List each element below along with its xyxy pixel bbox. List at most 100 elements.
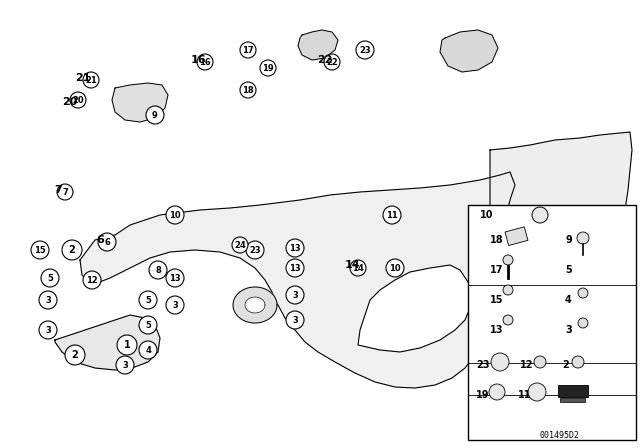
Circle shape bbox=[503, 315, 513, 325]
Text: 20: 20 bbox=[72, 95, 84, 104]
Polygon shape bbox=[55, 315, 160, 370]
Text: 15: 15 bbox=[34, 246, 46, 254]
Text: 12: 12 bbox=[86, 276, 98, 284]
Circle shape bbox=[528, 383, 546, 401]
Text: 13: 13 bbox=[289, 263, 301, 272]
Circle shape bbox=[386, 259, 404, 277]
Text: 3: 3 bbox=[292, 315, 298, 324]
Text: 21: 21 bbox=[76, 73, 91, 83]
Circle shape bbox=[286, 259, 304, 277]
Circle shape bbox=[578, 318, 588, 328]
Circle shape bbox=[534, 356, 546, 368]
Text: 2: 2 bbox=[68, 245, 76, 255]
Circle shape bbox=[383, 206, 401, 224]
Text: 14: 14 bbox=[352, 263, 364, 272]
Circle shape bbox=[240, 82, 256, 98]
Circle shape bbox=[166, 296, 184, 314]
Text: 4: 4 bbox=[145, 345, 151, 354]
Circle shape bbox=[31, 241, 49, 259]
Circle shape bbox=[166, 206, 184, 224]
Circle shape bbox=[57, 184, 73, 200]
Text: 9: 9 bbox=[565, 235, 572, 245]
Circle shape bbox=[489, 384, 505, 400]
Text: 24: 24 bbox=[234, 241, 246, 250]
Circle shape bbox=[577, 232, 589, 244]
Circle shape bbox=[232, 237, 248, 253]
Text: 1: 1 bbox=[124, 340, 131, 350]
Circle shape bbox=[324, 54, 340, 70]
Text: 16: 16 bbox=[190, 55, 206, 65]
Text: 15: 15 bbox=[490, 295, 504, 305]
Text: 6: 6 bbox=[104, 237, 110, 246]
Circle shape bbox=[39, 321, 57, 339]
Polygon shape bbox=[112, 83, 168, 122]
Circle shape bbox=[503, 255, 513, 265]
Circle shape bbox=[139, 291, 157, 309]
Text: 3: 3 bbox=[172, 301, 178, 310]
Circle shape bbox=[572, 356, 584, 368]
Circle shape bbox=[41, 269, 59, 287]
Circle shape bbox=[98, 233, 116, 251]
Text: 14: 14 bbox=[344, 260, 360, 270]
Circle shape bbox=[83, 271, 101, 289]
Text: 11: 11 bbox=[386, 211, 398, 220]
Circle shape bbox=[166, 269, 184, 287]
Circle shape bbox=[578, 288, 588, 298]
Circle shape bbox=[65, 345, 85, 365]
Bar bbox=[505, 227, 528, 246]
Text: 10: 10 bbox=[480, 210, 493, 220]
Text: 22: 22 bbox=[317, 55, 333, 65]
Circle shape bbox=[240, 42, 256, 58]
Circle shape bbox=[139, 341, 157, 359]
Circle shape bbox=[286, 239, 304, 257]
Text: 23: 23 bbox=[249, 246, 261, 254]
Circle shape bbox=[350, 260, 366, 276]
Text: 3: 3 bbox=[292, 290, 298, 300]
Circle shape bbox=[197, 54, 213, 70]
Circle shape bbox=[70, 92, 86, 108]
Circle shape bbox=[246, 241, 264, 259]
Circle shape bbox=[503, 285, 513, 295]
Text: 13: 13 bbox=[289, 244, 301, 253]
Polygon shape bbox=[440, 30, 498, 72]
Bar bbox=[558, 385, 588, 397]
Circle shape bbox=[139, 316, 157, 334]
Circle shape bbox=[117, 335, 137, 355]
Circle shape bbox=[532, 207, 548, 223]
Text: 8: 8 bbox=[155, 266, 161, 275]
Text: 22: 22 bbox=[326, 57, 338, 66]
Circle shape bbox=[286, 286, 304, 304]
Circle shape bbox=[356, 41, 374, 59]
Text: 7: 7 bbox=[62, 188, 68, 197]
Circle shape bbox=[146, 106, 164, 124]
Text: 11: 11 bbox=[518, 390, 531, 400]
Bar bbox=[560, 398, 585, 402]
Circle shape bbox=[83, 72, 99, 88]
Circle shape bbox=[149, 261, 167, 279]
Text: 23: 23 bbox=[359, 46, 371, 55]
Text: 001495D2: 001495D2 bbox=[540, 431, 580, 440]
Text: 5: 5 bbox=[565, 265, 572, 275]
Text: 13: 13 bbox=[490, 325, 504, 335]
Text: 16: 16 bbox=[199, 57, 211, 66]
Polygon shape bbox=[233, 287, 277, 323]
Text: 10: 10 bbox=[389, 263, 401, 272]
Text: 3: 3 bbox=[45, 326, 51, 335]
Text: 3: 3 bbox=[565, 325, 572, 335]
Text: 19: 19 bbox=[262, 64, 274, 73]
Polygon shape bbox=[490, 132, 632, 302]
Text: 17: 17 bbox=[242, 46, 254, 55]
Text: 5: 5 bbox=[145, 320, 151, 329]
Text: 19: 19 bbox=[476, 390, 490, 400]
Text: 2: 2 bbox=[562, 360, 569, 370]
Polygon shape bbox=[245, 297, 265, 313]
Text: 23: 23 bbox=[476, 360, 490, 370]
Text: 5: 5 bbox=[47, 273, 53, 283]
Text: 20: 20 bbox=[62, 97, 77, 107]
Polygon shape bbox=[298, 30, 338, 60]
Text: 13: 13 bbox=[169, 273, 181, 283]
Polygon shape bbox=[80, 172, 515, 388]
Text: 21: 21 bbox=[85, 76, 97, 85]
Text: 3: 3 bbox=[122, 361, 128, 370]
Text: 5: 5 bbox=[145, 296, 151, 305]
